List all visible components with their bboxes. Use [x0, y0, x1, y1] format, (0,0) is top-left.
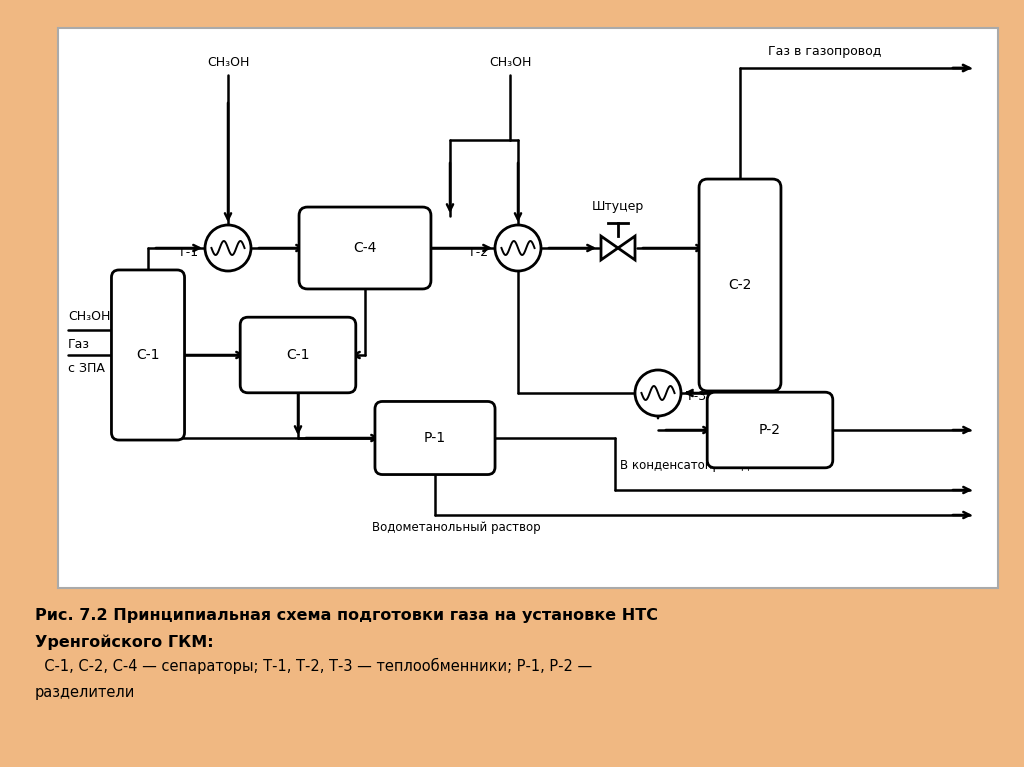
Text: В конденсатопровод: В конденсатопровод — [620, 459, 750, 472]
Text: CH₃OH: CH₃OH — [488, 55, 531, 68]
Text: Газ в газопровод: Газ в газопровод — [768, 45, 882, 58]
FancyBboxPatch shape — [241, 318, 355, 393]
Text: Водометанольный раствор: Водометанольный раствор — [372, 521, 541, 534]
Text: Т-1: Т-1 — [178, 245, 198, 258]
Text: С-1: С-1 — [136, 348, 160, 362]
Text: Р-1: Р-1 — [424, 431, 446, 445]
Text: Рис. 7.2 Принципиальная схема подготовки газа на установке НТС: Рис. 7.2 Принципиальная схема подготовки… — [35, 608, 658, 623]
Circle shape — [635, 370, 681, 416]
Text: Т-3: Т-3 — [686, 390, 707, 403]
Text: Т-2: Т-2 — [468, 245, 488, 258]
Text: разделители: разделители — [35, 685, 135, 700]
Text: С-4: С-4 — [353, 241, 377, 255]
Circle shape — [205, 225, 251, 271]
FancyBboxPatch shape — [699, 179, 781, 391]
FancyBboxPatch shape — [299, 207, 431, 289]
Polygon shape — [601, 236, 618, 260]
Bar — [58, 28, 998, 588]
FancyBboxPatch shape — [375, 401, 495, 475]
Text: Р-2: Р-2 — [759, 423, 781, 437]
Circle shape — [495, 225, 541, 271]
Text: Уренгойского ГКМ:: Уренгойского ГКМ: — [35, 635, 214, 650]
Text: С-1, С-2, С-4 — сепараторы; Т-1, Т-2, Т-3 — теплообменники; Р-1, Р-2 —: С-1, С-2, С-4 — сепараторы; Т-1, Т-2, Т-… — [35, 658, 592, 674]
Text: С-2: С-2 — [728, 278, 752, 292]
Text: CH₃OH: CH₃OH — [207, 55, 249, 68]
FancyBboxPatch shape — [112, 270, 184, 440]
Text: Газ: Газ — [68, 338, 90, 351]
Bar — [0, 590, 1024, 767]
Text: С-1: С-1 — [287, 348, 309, 362]
Polygon shape — [618, 236, 635, 260]
Text: с ЗПА: с ЗПА — [68, 361, 104, 374]
Text: Штуцер: Штуцер — [592, 200, 644, 213]
Text: CH₃OH: CH₃OH — [68, 310, 111, 322]
FancyBboxPatch shape — [708, 392, 833, 468]
